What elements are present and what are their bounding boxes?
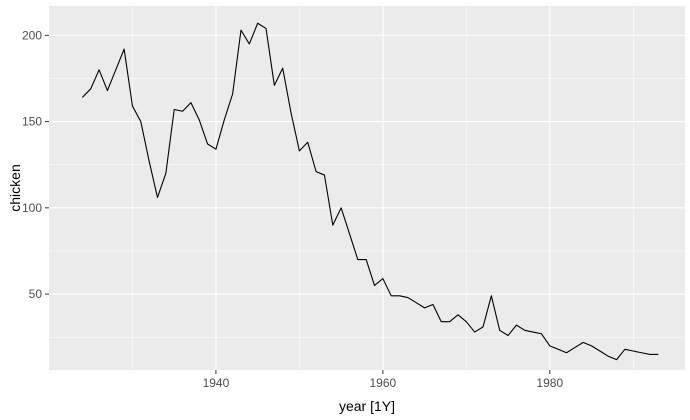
y-axis: 50 100 150 200 <box>22 28 49 301</box>
data-point <box>357 259 358 260</box>
data-point <box>449 321 450 322</box>
data-point <box>174 109 175 110</box>
y-axis-title: chicken <box>7 164 23 211</box>
data-point <box>115 69 116 70</box>
data-point <box>341 207 342 208</box>
data-point <box>140 121 141 122</box>
data-point <box>599 350 600 351</box>
data-point <box>132 105 133 106</box>
data-point <box>232 93 233 94</box>
data-point <box>432 304 433 305</box>
data-point <box>182 111 183 112</box>
data-point <box>307 142 308 143</box>
data-point <box>633 350 634 351</box>
data-point <box>82 97 83 98</box>
data-point <box>541 333 542 334</box>
data-point <box>474 331 475 332</box>
data-point <box>549 345 550 346</box>
x-tick-label: 1940 <box>203 376 230 390</box>
data-point <box>90 88 91 89</box>
data-point <box>282 68 283 69</box>
data-point <box>457 314 458 315</box>
data-point <box>624 349 625 350</box>
plot-panel <box>49 6 685 370</box>
data-point <box>507 335 508 336</box>
data-point <box>591 345 592 346</box>
data-point <box>382 278 383 279</box>
minor-gridlines <box>49 6 685 370</box>
data-point <box>441 321 442 322</box>
data-point <box>566 352 567 353</box>
data-point <box>416 302 417 303</box>
y-tick-label: 100 <box>22 201 42 215</box>
data-point <box>149 161 150 162</box>
data-point <box>274 85 275 86</box>
data-point <box>366 259 367 260</box>
data-point <box>558 349 559 350</box>
y-tick-label: 150 <box>22 115 42 129</box>
data-point <box>524 330 525 331</box>
data-point <box>240 30 241 31</box>
data-point <box>257 23 258 24</box>
data-point <box>616 359 617 360</box>
data-point <box>374 285 375 286</box>
data-point <box>324 174 325 175</box>
data-point <box>583 342 584 343</box>
data-point <box>215 149 216 150</box>
data-point <box>349 233 350 234</box>
x-tick-label: 1980 <box>536 376 563 390</box>
data-point <box>532 331 533 332</box>
x-axis-title: year [1Y] <box>339 398 395 414</box>
data-point <box>199 119 200 120</box>
y-tick-label: 50 <box>29 287 43 301</box>
data-point <box>265 28 266 29</box>
x-axis: 1940 1960 1980 <box>203 370 563 390</box>
data-point <box>466 321 467 322</box>
data-point <box>107 90 108 91</box>
data-point <box>407 297 408 298</box>
data-point <box>499 330 500 331</box>
data-point <box>290 112 291 113</box>
data-point <box>124 49 125 50</box>
data-point <box>399 295 400 296</box>
data-point <box>207 143 208 144</box>
data-point <box>315 171 316 172</box>
major-gridlines <box>49 6 685 370</box>
data-point <box>649 354 650 355</box>
data-point <box>299 150 300 151</box>
data-point <box>98 69 99 70</box>
data-point <box>641 352 642 353</box>
data-point <box>165 173 166 174</box>
data-point <box>332 224 333 225</box>
series-line-chicken <box>81 22 659 361</box>
data-point <box>391 295 392 296</box>
x-tick-label: 1960 <box>370 376 397 390</box>
data-point <box>224 119 225 120</box>
data-point <box>249 43 250 44</box>
data-point <box>482 326 483 327</box>
y-tick-label: 200 <box>22 28 42 42</box>
data-point <box>574 347 575 348</box>
data-point <box>608 356 609 357</box>
data-point <box>157 197 158 198</box>
data-point <box>190 102 191 103</box>
data-point <box>491 295 492 296</box>
data-point <box>424 307 425 308</box>
data-point <box>516 325 517 326</box>
data-point <box>658 354 659 355</box>
